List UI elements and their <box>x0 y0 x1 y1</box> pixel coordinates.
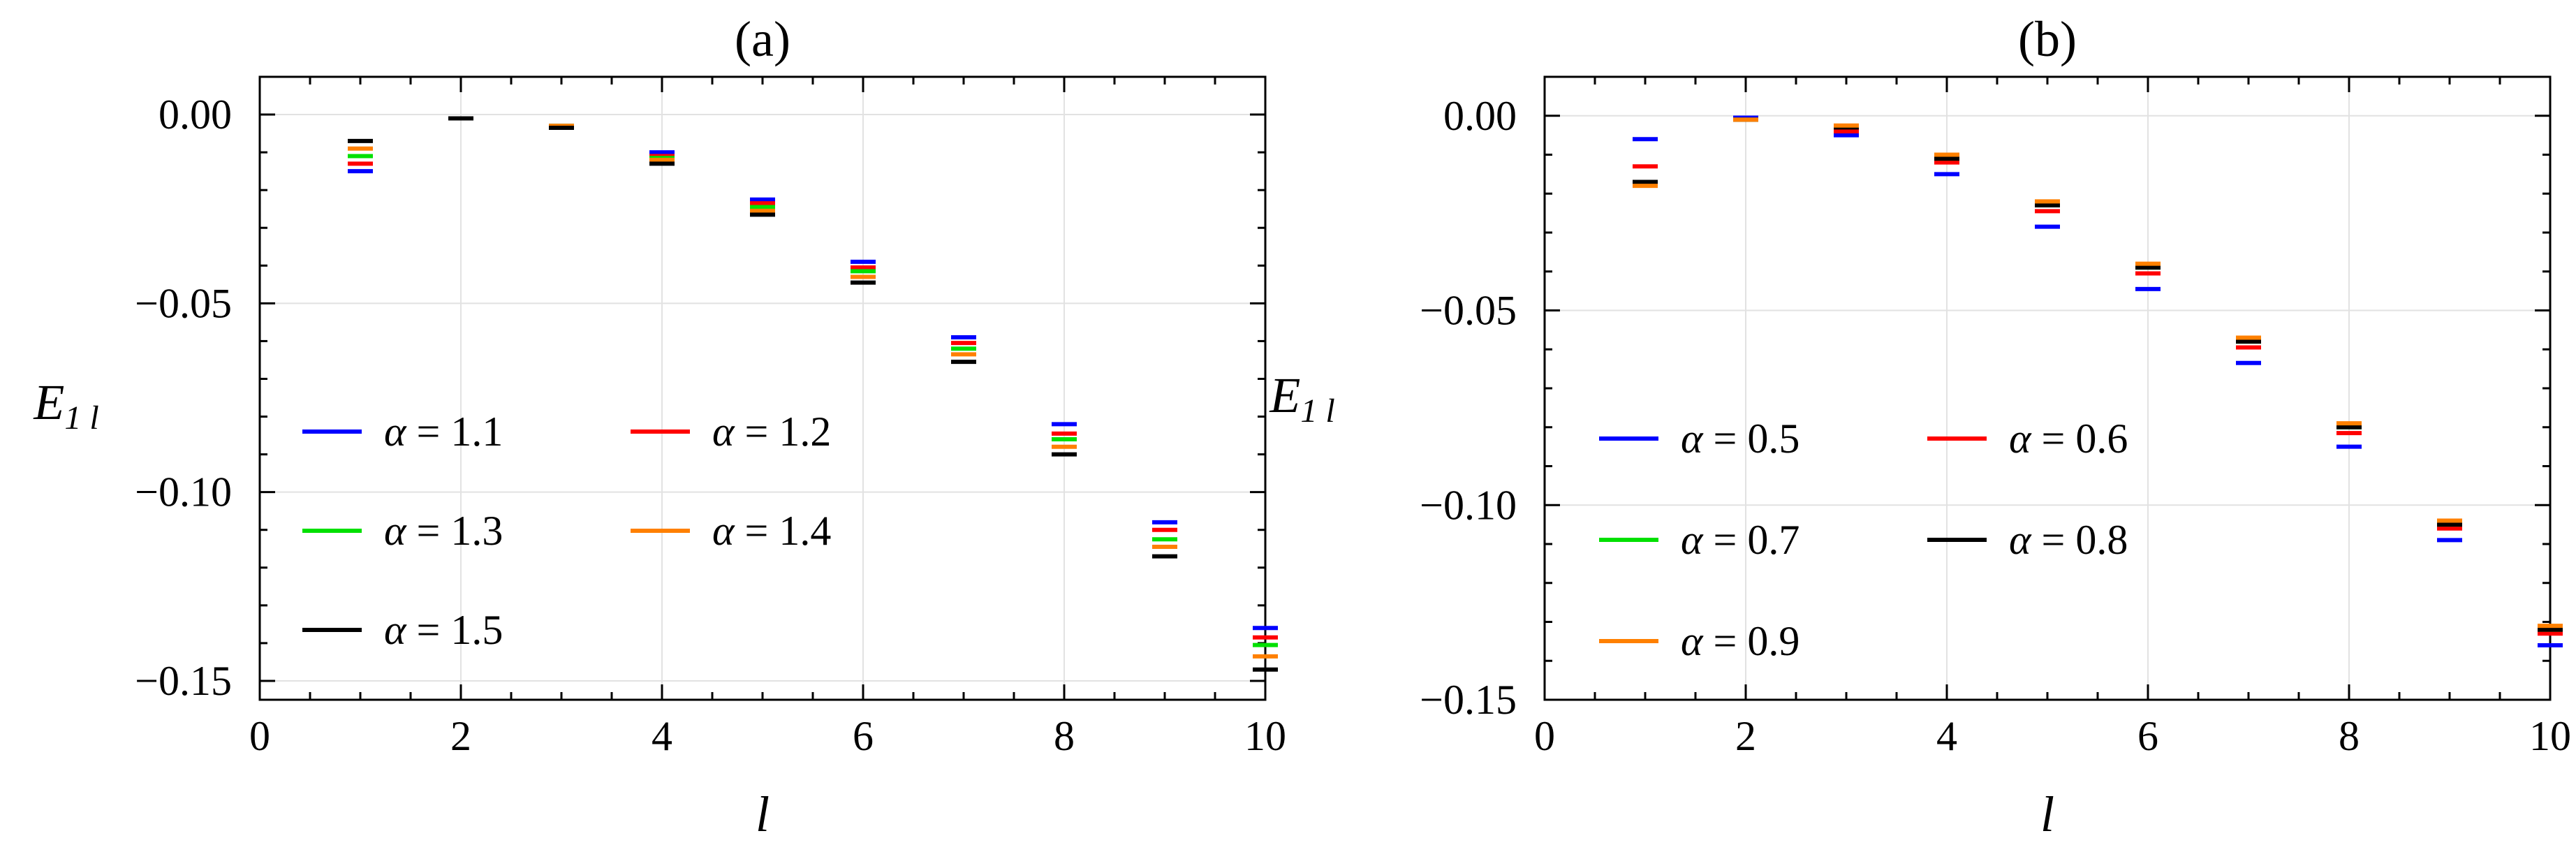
legend-label-symbol: α <box>1681 618 1704 664</box>
x-tick-label: 10 <box>1244 713 1286 759</box>
legend-label-symbol: α <box>2009 517 2032 563</box>
x-tick-label: 0 <box>1534 713 1555 759</box>
chart-panel-b: 0 2 4 6 8 10 0.00 −0.05 −0.10 −0.15 (b) l E1 l α = 0.… <box>1269 11 2571 842</box>
x-tick-label: 10 <box>2529 713 2571 759</box>
legend-label-symbol: α <box>1681 517 1704 563</box>
y-tick-label: 0.00 <box>1443 93 1517 139</box>
legend: α = 1.1 α = 1.2α = 1.3 α = 1.4α = 1.5 <box>302 409 831 653</box>
legend-label: α = 1.4 <box>712 508 831 554</box>
y-tick-label: −0.10 <box>135 469 232 515</box>
x-tick-label: 8 <box>1054 713 1075 759</box>
legend-label: α = 0.7 <box>1681 517 1799 563</box>
x-tick-label: 2 <box>1735 713 1756 759</box>
x-tick-label: 6 <box>2137 713 2158 759</box>
legend-label-symbol: α <box>384 607 407 653</box>
plot-frame <box>1543 75 2552 701</box>
legend-label-value: = 0.5 <box>1703 416 1800 462</box>
x-axis-label: l <box>2040 786 2054 842</box>
y-axis-label: E1 l <box>1269 367 1334 429</box>
legend-label-value: = 1.4 <box>735 508 832 554</box>
legend-label-value: = 0.7 <box>1703 517 1800 563</box>
legend: α = 0.5 α = 0.6α = 0.7 α = 0.8α = 0.9 <box>1599 416 2128 664</box>
panel-title: (b) <box>2018 11 2077 67</box>
legend-label-symbol: α <box>1681 416 1704 462</box>
x-tick-label: 0 <box>249 713 270 759</box>
y-tick-label: 0.00 <box>159 91 232 138</box>
chart-panel-a: 0 2 4 6 8 10 0.00 −0.05 −0.10 −0.15 (a) l E1 l α = 1.… <box>33 11 1286 842</box>
series-0.9 <box>1633 117 2563 629</box>
series-0.5 <box>1633 115 2563 647</box>
x-tick-label: 4 <box>652 713 672 759</box>
y-axis-label-subscript: 1 l <box>1300 392 1334 429</box>
series-1.5 <box>348 116 1278 672</box>
legend-label-symbol: α <box>2009 416 2032 462</box>
legend-label-value: = 1.1 <box>406 409 503 455</box>
y-tick-label: −0.05 <box>135 280 232 326</box>
x-tick-label: 6 <box>853 713 874 759</box>
y-axis-label-subscript: 1 l <box>64 399 98 436</box>
legend-label-value: = 1.2 <box>735 409 832 455</box>
y-tick-label: −0.10 <box>1420 482 1517 528</box>
series-1.3 <box>348 116 1278 647</box>
panel-title: (a) <box>735 11 790 67</box>
y-tick-label: −0.15 <box>1420 677 1517 723</box>
series-1.2 <box>348 116 1278 640</box>
legend-label-symbol: α <box>384 409 407 455</box>
legend-label: α = 1.2 <box>712 409 831 455</box>
legend-label: α = 1.5 <box>384 607 503 653</box>
legend-label-symbol: α <box>712 409 735 455</box>
legend-label-value: = 0.9 <box>1703 618 1800 664</box>
x-tick-label: 8 <box>2339 713 2360 759</box>
legend-label-value: = 1.5 <box>406 607 503 653</box>
legend-label-value: = 0.8 <box>2031 517 2128 563</box>
legend-label: α = 0.6 <box>2009 416 2128 462</box>
plot-frame <box>258 75 1267 701</box>
x-tick-label: 2 <box>450 713 471 759</box>
legend-label: α = 1.3 <box>384 508 503 554</box>
y-tick-label: −0.15 <box>135 658 232 704</box>
legend-label-value: = 0.6 <box>2031 416 2128 462</box>
legend-label: α = 0.5 <box>1681 416 1799 462</box>
y-axis-label: E1 l <box>33 374 98 436</box>
series-1.4 <box>348 116 1278 659</box>
x-axis-label: l <box>756 786 770 842</box>
legend-label: α = 0.9 <box>1681 618 1799 664</box>
legend-label: α = 1.1 <box>384 409 503 455</box>
x-tick-label: 4 <box>1936 713 1957 759</box>
legend-label-value: = 1.3 <box>406 508 503 554</box>
legend-label-symbol: α <box>712 508 735 554</box>
legend-label-symbol: α <box>384 508 407 554</box>
y-tick-label: −0.05 <box>1420 288 1517 334</box>
legend-label: α = 0.8 <box>2009 517 2128 563</box>
